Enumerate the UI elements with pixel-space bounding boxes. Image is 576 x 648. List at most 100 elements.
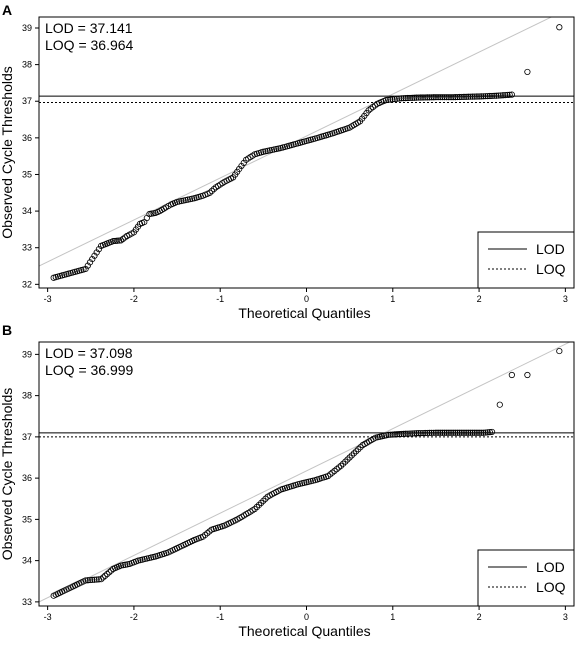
annotation-loq-value: LOQ = 36.999 <box>45 362 134 378</box>
data-point <box>409 430 416 437</box>
data-point <box>258 499 265 506</box>
legend: LOD LOQ <box>477 549 575 607</box>
data-point <box>93 249 100 256</box>
data-point <box>404 430 411 437</box>
data-point <box>84 262 91 269</box>
y-tick-label: 32 <box>22 279 32 289</box>
y-tick-label: 36 <box>22 133 32 143</box>
y-tick-label: 38 <box>22 391 32 401</box>
data-point <box>91 576 98 583</box>
y-tick-label: 36 <box>22 473 32 483</box>
data-point <box>124 561 131 568</box>
data-point <box>268 146 276 154</box>
data-point <box>260 497 267 504</box>
y-tick-label: 34 <box>22 206 32 216</box>
data-point <box>93 576 100 583</box>
data-point <box>255 501 263 509</box>
data-point <box>176 198 183 205</box>
data-point <box>404 94 411 102</box>
data-point <box>112 237 119 245</box>
data-point <box>121 234 129 241</box>
data-point <box>417 94 424 101</box>
data-point <box>210 186 217 193</box>
data-point <box>344 456 351 463</box>
x-axis-label: Theoretical Quantiles <box>238 305 370 321</box>
data-point <box>402 95 409 102</box>
data-point <box>506 91 513 98</box>
plot-area <box>39 17 563 281</box>
x-axis-label: Theoretical Quantiles <box>238 623 370 639</box>
y-tick-label: 33 <box>22 243 32 253</box>
x-tick-label: 2 <box>477 294 482 304</box>
data-point <box>324 472 332 480</box>
data-point <box>89 255 96 263</box>
data-point <box>100 574 107 581</box>
x-tick-label: 2 <box>477 612 482 622</box>
data-point <box>342 458 349 465</box>
data-point <box>208 187 215 195</box>
data-point <box>184 196 191 203</box>
data-point <box>350 450 358 457</box>
panel-a: A -3 -2 -1 0 1 2 3 32 33 34 35 36 37 38 39 Theoretical Q… <box>0 2 575 321</box>
data-point <box>406 94 414 102</box>
data-point <box>391 431 399 438</box>
x-tick-label: -2 <box>130 612 138 622</box>
data-point <box>422 94 429 101</box>
y-tick-label: 35 <box>22 169 32 179</box>
annotation-loq-value: LOQ = 36.964 <box>45 37 134 53</box>
y-tick-label: 38 <box>22 60 32 70</box>
data-point <box>469 93 476 100</box>
data-point <box>434 94 442 101</box>
y-tick-label: 34 <box>22 556 32 566</box>
data-point <box>186 196 194 203</box>
data-point <box>437 94 444 101</box>
data-point <box>117 562 125 569</box>
x-tick-label: -3 <box>44 612 52 622</box>
y-tick-label: 33 <box>22 597 32 607</box>
data-point <box>86 259 94 266</box>
data-point <box>497 92 504 99</box>
data-point <box>95 576 103 583</box>
data-point <box>524 371 531 379</box>
data-point <box>441 94 448 101</box>
data-point <box>419 94 427 101</box>
data-point <box>447 94 455 101</box>
x-tick-label: 1 <box>390 294 395 304</box>
data-point <box>253 503 260 511</box>
data-point <box>335 464 342 471</box>
data-point <box>357 444 364 451</box>
x-tick-label: -2 <box>130 294 138 304</box>
reference-line <box>39 342 571 603</box>
y-axis-label: Observed Cycle Thresholds <box>0 66 15 238</box>
data-point <box>180 197 187 204</box>
data-point <box>337 462 345 469</box>
annotation-lod-value: LOD = 37.141 <box>45 20 133 36</box>
data-point <box>432 94 440 101</box>
data-point <box>488 428 496 436</box>
data-point <box>119 235 127 243</box>
data-point <box>387 431 394 438</box>
data-point <box>456 93 463 101</box>
data-point <box>385 431 392 438</box>
data-point <box>86 576 94 584</box>
plot-area <box>39 342 571 603</box>
data-point <box>467 93 474 100</box>
data-point <box>189 195 196 202</box>
data-point <box>428 94 435 101</box>
data-point <box>262 495 269 502</box>
data-point <box>426 94 433 101</box>
data-point <box>264 147 271 154</box>
data-point <box>496 401 503 408</box>
data-point <box>415 94 422 101</box>
data-point <box>82 265 89 273</box>
data-point <box>104 570 111 578</box>
data-point <box>199 533 207 540</box>
data-point <box>508 371 515 379</box>
data-point <box>202 531 209 539</box>
data-point <box>463 93 470 100</box>
data-point <box>393 431 401 438</box>
data-point <box>556 24 563 31</box>
data-point <box>460 93 468 101</box>
